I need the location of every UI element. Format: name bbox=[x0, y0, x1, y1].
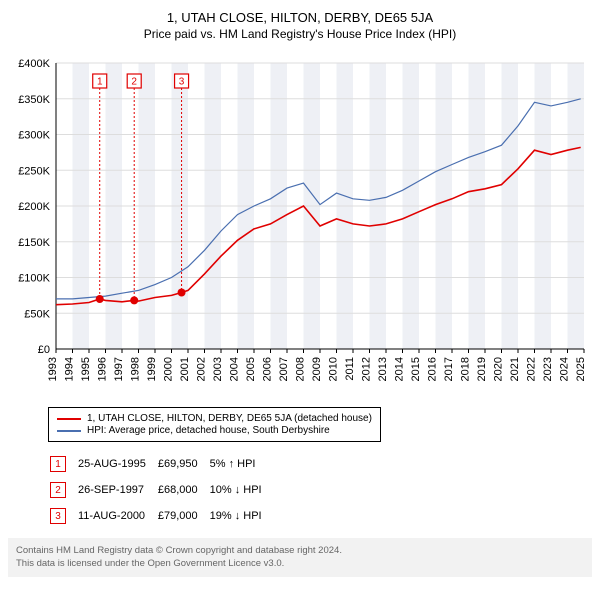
svg-text:1999: 1999 bbox=[146, 357, 158, 381]
svg-text:2020: 2020 bbox=[493, 357, 505, 381]
event-date: 11-AUG-2000 bbox=[78, 504, 156, 528]
event-marker: 1 bbox=[50, 456, 66, 472]
footer-line: Contains HM Land Registry data © Crown c… bbox=[16, 544, 584, 557]
event-price: £68,000 bbox=[158, 478, 208, 502]
svg-text:2000: 2000 bbox=[163, 357, 175, 381]
svg-text:2017: 2017 bbox=[443, 357, 455, 381]
chart-svg: £0 £50K £100K £150K £200K £250K £300K £350K £400… bbox=[8, 49, 592, 399]
svg-text:2019: 2019 bbox=[476, 357, 488, 381]
event-marker: 3 bbox=[50, 508, 66, 524]
svg-text:1994: 1994 bbox=[64, 357, 76, 381]
event-price: £79,000 bbox=[158, 504, 208, 528]
event-row: 3 11-AUG-2000£79,00019% ↓ HPI bbox=[50, 504, 272, 528]
event-price: £69,950 bbox=[158, 452, 208, 476]
svg-text:2021: 2021 bbox=[509, 357, 521, 381]
svg-text:£100K: £100K bbox=[18, 273, 50, 285]
svg-text:2022: 2022 bbox=[526, 357, 538, 381]
svg-text:£300K: £300K bbox=[18, 130, 50, 142]
legend-swatch bbox=[57, 418, 81, 420]
svg-text:1993: 1993 bbox=[47, 357, 59, 381]
svg-text:2018: 2018 bbox=[460, 357, 472, 381]
svg-text:£0: £0 bbox=[38, 344, 50, 356]
svg-text:2011: 2011 bbox=[344, 357, 356, 381]
sale-events-table: 1 25-AUG-1995£69,9505% ↑ HPI 2 26-SEP-1997£… bbox=[48, 450, 274, 530]
legend: 1, UTAH CLOSE, HILTON, DERBY, DE65 5JA (… bbox=[48, 407, 381, 442]
svg-text:2002: 2002 bbox=[196, 357, 208, 381]
svg-text:2006: 2006 bbox=[262, 357, 274, 381]
attribution-footer: Contains HM Land Registry data © Crown c… bbox=[8, 538, 592, 577]
svg-text:2016: 2016 bbox=[427, 357, 439, 381]
svg-text:2024: 2024 bbox=[559, 357, 571, 381]
legend-item: HPI: Average price, detached house, Sout… bbox=[57, 425, 372, 436]
svg-text:1998: 1998 bbox=[130, 357, 142, 381]
svg-text:2003: 2003 bbox=[212, 357, 224, 381]
svg-text:1: 1 bbox=[97, 77, 103, 88]
svg-text:1996: 1996 bbox=[97, 357, 109, 381]
svg-text:1997: 1997 bbox=[113, 357, 125, 381]
svg-text:£350K: £350K bbox=[18, 94, 50, 106]
svg-text:2009: 2009 bbox=[311, 357, 323, 381]
svg-text:2014: 2014 bbox=[394, 357, 406, 381]
event-row: 2 26-SEP-1997£68,00010% ↓ HPI bbox=[50, 478, 272, 502]
svg-text:2004: 2004 bbox=[229, 357, 241, 381]
event-delta: 10% ↓ HPI bbox=[210, 478, 272, 502]
svg-text:2001: 2001 bbox=[179, 357, 191, 381]
svg-text:2007: 2007 bbox=[278, 357, 290, 381]
svg-text:2025: 2025 bbox=[575, 357, 587, 381]
svg-text:2015: 2015 bbox=[410, 357, 422, 381]
svg-text:£400K: £400K bbox=[18, 58, 50, 70]
event-row: 1 25-AUG-1995£69,9505% ↑ HPI bbox=[50, 452, 272, 476]
event-marker: 2 bbox=[50, 482, 66, 498]
svg-text:2005: 2005 bbox=[245, 357, 257, 381]
page-title: 1, UTAH CLOSE, HILTON, DERBY, DE65 5JA bbox=[8, 10, 592, 25]
svg-text:2008: 2008 bbox=[295, 357, 307, 381]
svg-text:2013: 2013 bbox=[377, 357, 389, 381]
svg-text:2: 2 bbox=[131, 77, 137, 88]
legend-swatch bbox=[57, 430, 81, 432]
svg-text:2012: 2012 bbox=[361, 357, 373, 381]
svg-text:3: 3 bbox=[179, 77, 185, 88]
svg-text:£50K: £50K bbox=[24, 308, 50, 320]
footer-line: This data is licensed under the Open Gov… bbox=[16, 557, 584, 570]
price-chart: £0 £50K £100K £150K £200K £250K £300K £350K £400… bbox=[8, 49, 592, 399]
event-delta: 19% ↓ HPI bbox=[210, 504, 272, 528]
svg-text:£150K: £150K bbox=[18, 237, 50, 249]
page-subtitle: Price paid vs. HM Land Registry's House … bbox=[8, 27, 592, 41]
event-date: 26-SEP-1997 bbox=[78, 478, 156, 502]
svg-text:1995: 1995 bbox=[80, 357, 92, 381]
svg-text:£200K: £200K bbox=[18, 201, 50, 213]
event-delta: 5% ↑ HPI bbox=[210, 452, 272, 476]
legend-label: HPI: Average price, detached house, Sout… bbox=[87, 425, 330, 436]
event-date: 25-AUG-1995 bbox=[78, 452, 156, 476]
svg-text:£250K: £250K bbox=[18, 165, 50, 177]
legend-label: 1, UTAH CLOSE, HILTON, DERBY, DE65 5JA (… bbox=[87, 413, 372, 424]
legend-item: 1, UTAH CLOSE, HILTON, DERBY, DE65 5JA (… bbox=[57, 413, 372, 424]
svg-text:2010: 2010 bbox=[328, 357, 340, 381]
svg-text:2023: 2023 bbox=[542, 357, 554, 381]
